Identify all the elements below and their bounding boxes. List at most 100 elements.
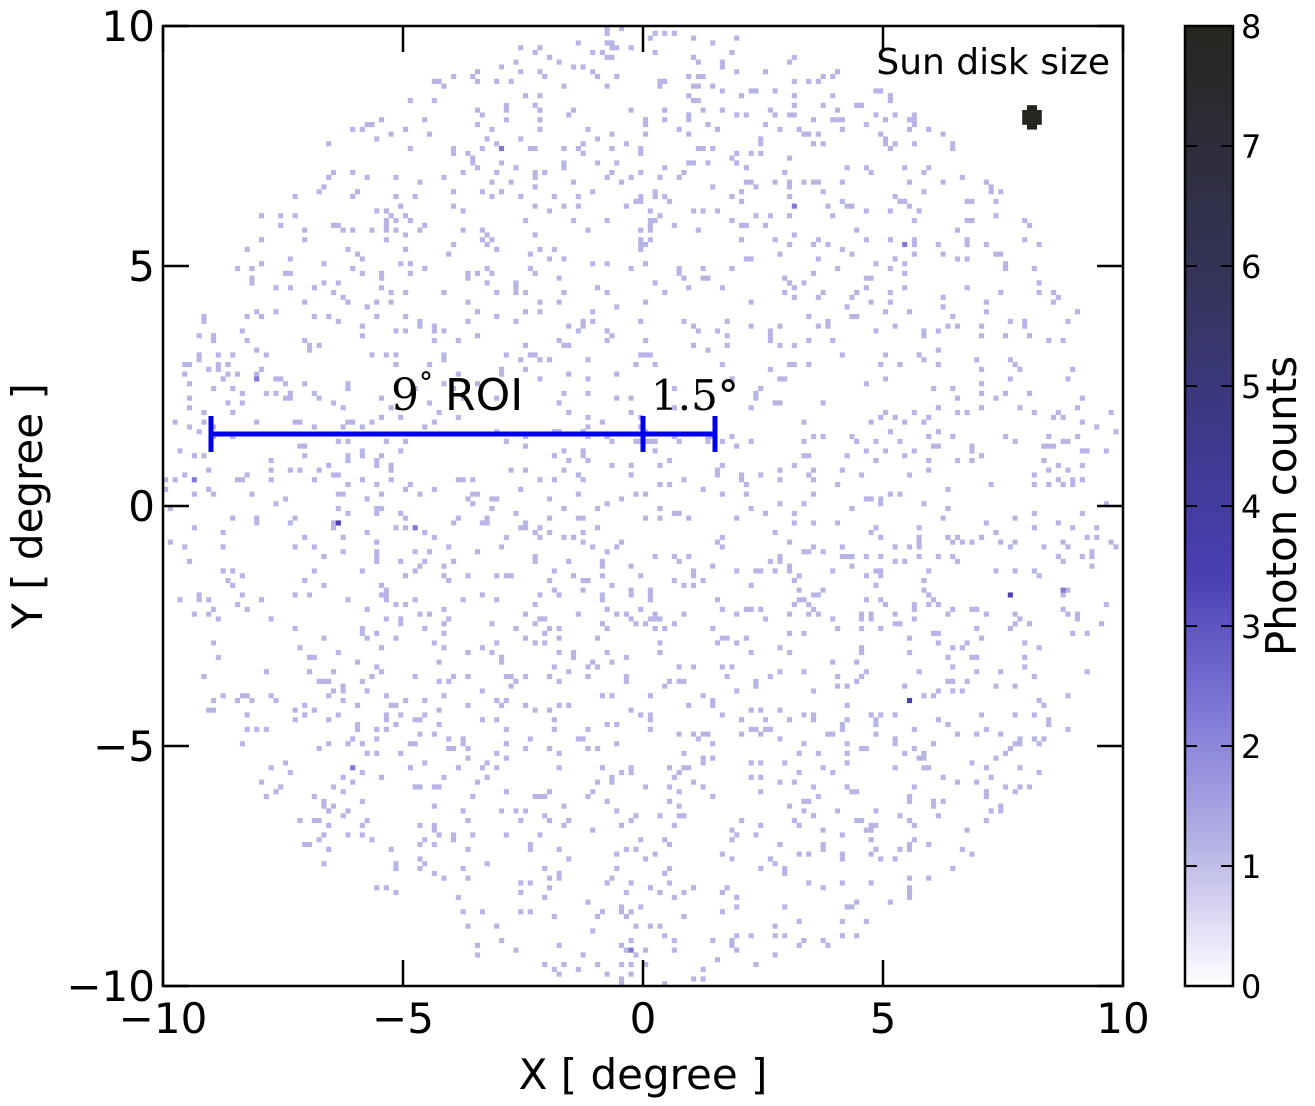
heatmap-pixel	[503, 832, 509, 838]
heatmap-pixel	[292, 213, 298, 219]
heatmap-pixel	[950, 606, 956, 612]
heatmap-pixel	[465, 650, 471, 656]
heatmap-pixel	[523, 309, 529, 315]
heatmap-pixel	[647, 438, 653, 444]
heatmap-pixel	[710, 702, 716, 708]
heatmap-pixel	[916, 755, 922, 761]
heatmap-pixel	[926, 842, 932, 848]
heatmap-pixel	[547, 256, 553, 262]
heatmap-pixel	[431, 731, 437, 737]
heatmap-pixel	[263, 794, 269, 800]
heatmap-pixel	[595, 506, 601, 512]
heatmap-pixel	[926, 602, 932, 608]
heatmap-pixel	[547, 674, 553, 680]
heatmap-pixel	[633, 198, 639, 204]
heatmap-pixel	[460, 170, 466, 176]
heatmap-pixel	[844, 760, 850, 766]
heatmap-pixel	[297, 645, 303, 651]
heatmap-pixel	[523, 290, 529, 296]
heatmap-pixel	[422, 530, 428, 536]
heatmap-pixel	[652, 851, 658, 857]
heatmap-pixel	[609, 40, 615, 46]
heatmap-pixel	[537, 309, 543, 315]
heatmap-pixel	[484, 232, 490, 238]
heatmap-pixel	[335, 280, 341, 286]
heatmap-pixel	[595, 160, 601, 166]
heatmap-pixel	[719, 890, 725, 896]
heatmap-pixel	[551, 717, 557, 723]
heatmap-pixel	[455, 765, 461, 771]
heatmap-pixel	[647, 208, 653, 214]
heatmap-pixel	[623, 654, 629, 660]
heatmap-pixel	[585, 664, 591, 670]
heatmap-pixel	[801, 453, 807, 459]
heatmap-pixel	[662, 933, 668, 939]
heatmap-pixel	[369, 352, 375, 358]
heatmap-pixel	[748, 256, 754, 262]
heatmap-pixel	[484, 515, 490, 521]
heatmap-pixel	[883, 117, 889, 123]
heatmap-pixel	[1027, 333, 1033, 339]
heatmap-pixel	[743, 482, 749, 488]
heatmap-pixel	[211, 434, 217, 440]
heatmap-pixel	[691, 779, 697, 785]
heatmap-pixel	[599, 563, 605, 569]
heatmap-pixel	[743, 606, 749, 612]
heatmap-pixel	[820, 846, 826, 852]
heatmap-pixel	[417, 611, 423, 617]
heatmap-pixel	[537, 592, 543, 598]
heatmap-pixel	[825, 731, 831, 737]
heatmap-pixel	[441, 621, 447, 627]
heatmap-pixel	[244, 606, 250, 612]
heatmap-pixel	[537, 616, 543, 622]
heatmap-pixel	[326, 141, 332, 147]
heatmap-pixel	[729, 942, 735, 948]
heatmap-pixel	[345, 832, 351, 838]
heatmap-pixel	[407, 98, 413, 104]
heatmap-pixel	[556, 702, 562, 708]
heatmap-pixel	[1017, 784, 1023, 790]
heatmap-pixel	[806, 611, 812, 617]
heatmap-pixel	[1103, 602, 1109, 608]
heatmap-pixel	[268, 616, 274, 622]
heatmap-pixel	[460, 909, 466, 915]
heatmap-pixel	[955, 323, 961, 329]
heatmap-pixel	[561, 467, 567, 473]
heatmap-pixel	[758, 866, 764, 872]
heatmap-pixel	[715, 467, 721, 473]
heatmap-pixel	[393, 218, 399, 224]
heatmap-pixel	[739, 237, 745, 243]
heatmap-pixel	[388, 477, 394, 483]
heatmap-pixel	[979, 712, 985, 718]
heatmap-pixel	[1079, 462, 1085, 468]
heatmap-pixel	[892, 194, 898, 200]
heatmap-pixel	[451, 832, 457, 838]
heatmap-pixel	[748, 707, 754, 713]
heatmap-pixel	[700, 266, 706, 272]
heatmap-pixel	[566, 558, 572, 564]
heatmap-pixel	[878, 568, 884, 574]
heatmap-pixel	[892, 736, 898, 742]
heatmap-pixel	[230, 434, 236, 440]
heatmap-pixel	[998, 731, 1004, 737]
heatmap-pixel	[940, 515, 946, 521]
heatmap-pixel	[647, 717, 653, 723]
heatmap-pixel	[907, 890, 913, 896]
colorbar-tick-label: 2	[1241, 728, 1261, 766]
heatmap-pixel	[206, 597, 212, 603]
heatmap-pixel	[1079, 477, 1085, 483]
heatmap-pixel	[187, 424, 193, 430]
heatmap-pixel	[700, 755, 706, 761]
heatmap-pixel	[518, 909, 524, 915]
heatmap-pixel	[729, 827, 735, 833]
heatmap-pixel	[302, 534, 308, 540]
heatmap-pixel	[811, 544, 817, 550]
heatmap-pixel	[398, 448, 404, 454]
heatmap-pixel	[311, 654, 317, 660]
heatmap-pixel	[321, 635, 327, 641]
heatmap-pixel	[907, 842, 913, 848]
heatmap-pixel	[609, 659, 615, 665]
heatmap-pixel	[633, 813, 639, 819]
heatmap-pixel	[537, 299, 543, 305]
y-tick-label: −10	[66, 962, 155, 1011]
